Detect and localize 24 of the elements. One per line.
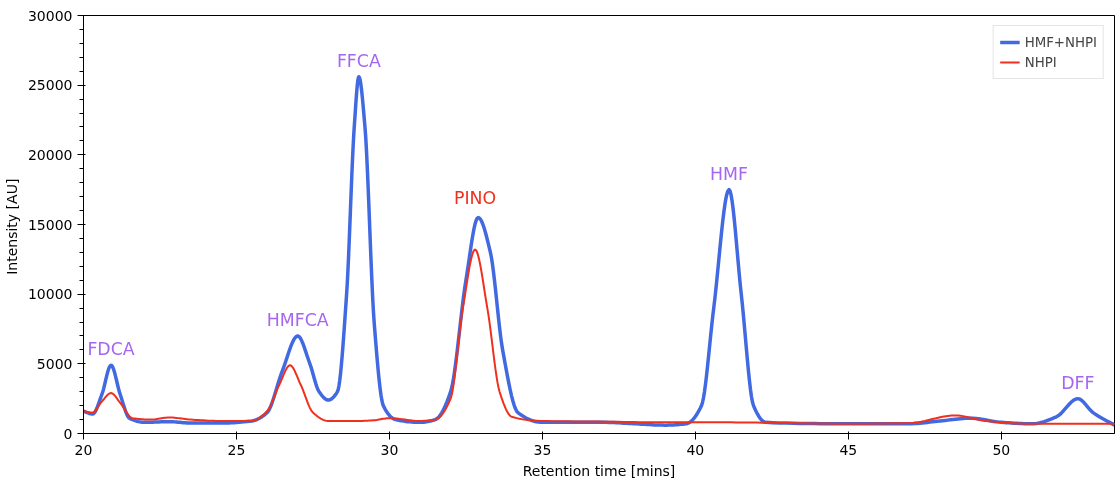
y-tick-label: 15000 (27, 216, 73, 233)
x-tick-label: 40 (686, 441, 705, 458)
x-tick-label: 20 (74, 441, 93, 458)
annotation: FDCA (87, 339, 135, 360)
x-tick-label: 25 (227, 441, 246, 458)
legend-label: HMF+NHPI (1024, 34, 1097, 50)
legend-label: NHPI (1024, 54, 1057, 70)
annotation: HMFCA (266, 309, 329, 330)
annotation: DFF (1061, 372, 1095, 393)
x-tick-label: 50 (992, 441, 1011, 458)
annotation: PINO (454, 188, 497, 209)
x-axis-title: Retention time [mins] (522, 462, 676, 479)
y-tick-label: 20000 (27, 146, 73, 163)
y-tick-label: 0 (63, 425, 73, 442)
y-tick-label: 10000 (27, 286, 73, 303)
y-axis-title: Intensity [AU] (3, 178, 20, 275)
y-tick-label: 30000 (27, 7, 73, 24)
x-tick-label: 30 (380, 441, 399, 458)
y-tick-label: 25000 (27, 77, 73, 94)
annotation: FFCA (336, 50, 381, 71)
x-tick-label: 35 (533, 441, 552, 458)
y-tick-label: 5000 (36, 355, 73, 372)
annotation: HMF (710, 163, 748, 184)
x-tick-label: 45 (839, 441, 858, 458)
